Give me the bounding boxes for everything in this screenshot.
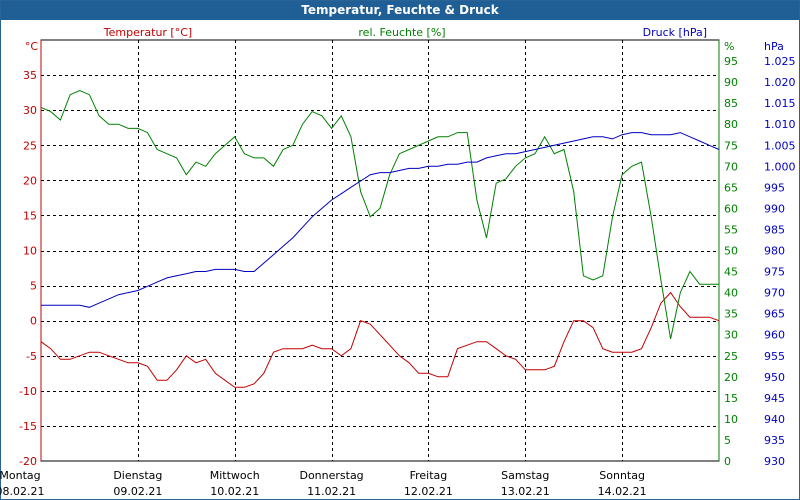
pressure-tick-label: 1.000 bbox=[764, 160, 796, 173]
x-axis-labels: Montag 08.02.21 Dienstag 09.02.21 Mittwoch 10… bbox=[0, 469, 647, 498]
pressure-tick-label: 1.025 bbox=[764, 55, 796, 68]
humidity-tick-label: 70 bbox=[724, 160, 738, 173]
chart-title: Temperatur, Feuchte & Druck bbox=[1, 1, 799, 20]
humidity-tick-label: 65 bbox=[724, 181, 738, 194]
x-day-label: Donnerstag bbox=[299, 469, 363, 482]
pressure-tick-label: 960 bbox=[764, 329, 785, 342]
pressure-tick-label: 955 bbox=[764, 350, 785, 363]
pressure-tick-label: 985 bbox=[764, 223, 785, 236]
x-date-label: 08.02.21 bbox=[0, 485, 44, 498]
temperature-tick-label: 35 bbox=[23, 69, 37, 82]
x-day-label: Mittwoch bbox=[210, 469, 260, 482]
x-date-label: 11.02.21 bbox=[307, 485, 356, 498]
pressure-axis-title: Druck [hPa] bbox=[643, 26, 707, 39]
temperature-tick-label: 30 bbox=[23, 104, 37, 117]
humidity-tick-label: 80 bbox=[724, 118, 738, 131]
humidity-tick-label: 5 bbox=[724, 434, 731, 447]
x-day-label: Dienstag bbox=[113, 469, 162, 482]
x-date-label: 12.02.21 bbox=[404, 485, 453, 498]
pressure-tick-label: 945 bbox=[764, 392, 785, 405]
temperature-tick-label: 10 bbox=[23, 245, 37, 258]
grid bbox=[40, 39, 720, 462]
humidity-tick-label: 50 bbox=[724, 245, 738, 258]
x-day-label: Freitag bbox=[410, 469, 448, 482]
temperature-tick-label: 5 bbox=[30, 280, 37, 293]
humidity-tick-label: 95 bbox=[724, 55, 738, 68]
humidity-tick-label: 75 bbox=[724, 139, 738, 152]
x-day-label: Sonntag bbox=[599, 469, 645, 482]
humidity-tick-label: 40 bbox=[724, 287, 738, 300]
temperature-tick-label: -15 bbox=[19, 420, 37, 433]
humidity-tick-label: 60 bbox=[724, 202, 738, 215]
temperature-tick-label: 25 bbox=[23, 139, 37, 152]
pressure-unit: hPa bbox=[764, 40, 784, 53]
temperature-tick-label: -10 bbox=[19, 385, 37, 398]
humidity-axis-title: rel. Feuchte [%] bbox=[358, 26, 445, 39]
temperature-tick-label: 15 bbox=[23, 209, 37, 222]
pressure-tick-label: 980 bbox=[764, 245, 785, 258]
temperature-tick-label: -20 bbox=[19, 455, 37, 468]
humidity-tick-label: 30 bbox=[724, 329, 738, 342]
pressure-tick-label: 1.010 bbox=[764, 118, 796, 131]
humidity-tick-label: 10 bbox=[724, 413, 738, 426]
x-date-label: 09.02.21 bbox=[113, 485, 162, 498]
temperature-axis-title: Temperatur [°C] bbox=[103, 26, 192, 39]
humidity-tick-label: 25 bbox=[724, 350, 738, 363]
pressure-tick-label: 1.005 bbox=[764, 139, 796, 152]
x-date-label: 13.02.21 bbox=[501, 485, 550, 498]
tick-labels: 35302520151050-5-10-15-20959085807570656… bbox=[19, 55, 795, 468]
x-day-label: Samstag bbox=[501, 469, 549, 482]
humidity-series-line bbox=[40, 89, 719, 340]
humidity-tick-label: 45 bbox=[724, 266, 738, 279]
temperature-series-line bbox=[40, 291, 720, 388]
humidity-tick-label: 90 bbox=[724, 76, 738, 89]
pressure-tick-label: 1.015 bbox=[764, 97, 796, 110]
temperature-unit: °C bbox=[25, 40, 39, 53]
pressure-tick-label: 1.020 bbox=[764, 76, 796, 89]
pressure-series-line bbox=[41, 132, 720, 308]
humidity-tick-label: 35 bbox=[724, 308, 738, 321]
pressure-tick-label: 995 bbox=[764, 181, 785, 194]
pressure-tick-label: 990 bbox=[764, 202, 785, 215]
humidity-unit: % bbox=[724, 40, 734, 53]
series-lines bbox=[40, 89, 720, 388]
pressure-tick-label: 935 bbox=[764, 434, 785, 447]
humidity-tick-label: 55 bbox=[724, 223, 738, 236]
humidity-tick-label: 85 bbox=[724, 97, 738, 110]
humidity-tick-label: 0 bbox=[724, 455, 731, 468]
pressure-tick-label: 940 bbox=[764, 413, 785, 426]
x-day-label: Montag bbox=[0, 469, 41, 482]
humidity-tick-label: 15 bbox=[724, 392, 738, 405]
pressure-tick-label: 950 bbox=[764, 371, 785, 384]
temperature-tick-label: 0 bbox=[30, 315, 37, 328]
pressure-tick-label: 965 bbox=[764, 308, 785, 321]
x-date-label: 14.02.21 bbox=[598, 485, 647, 498]
temperature-tick-label: 20 bbox=[23, 174, 37, 187]
x-date-label: 10.02.21 bbox=[210, 485, 259, 498]
plot-border bbox=[40, 39, 720, 462]
pressure-tick-label: 970 bbox=[764, 287, 785, 300]
temperature-tick-label: -5 bbox=[26, 350, 37, 363]
pressure-tick-label: 930 bbox=[764, 455, 785, 468]
pressure-tick-label: 975 bbox=[764, 266, 785, 279]
humidity-tick-label: 20 bbox=[724, 371, 738, 384]
